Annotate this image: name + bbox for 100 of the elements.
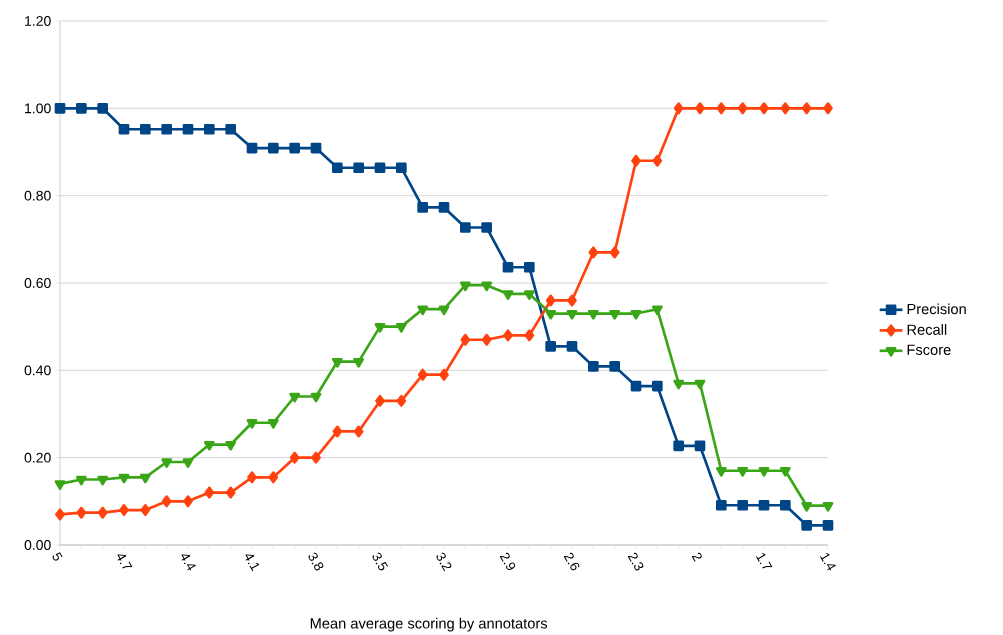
point — [331, 357, 343, 368]
point — [524, 261, 535, 273]
point — [76, 506, 87, 519]
point — [758, 467, 770, 477]
point — [289, 142, 301, 154]
point — [289, 392, 301, 403]
point — [566, 340, 578, 352]
point — [204, 486, 215, 499]
x-tick-label: 2.9 — [499, 552, 516, 571]
point — [182, 458, 194, 469]
point — [609, 246, 620, 259]
legend-label: Fscore — [907, 344, 951, 355]
point — [779, 467, 791, 477]
y-tick-label: 0.80 — [24, 190, 51, 201]
y-tick-label: 1.00 — [25, 103, 51, 114]
point — [737, 467, 749, 477]
point — [715, 499, 727, 511]
point — [759, 102, 769, 115]
point — [673, 379, 685, 390]
point — [545, 309, 557, 320]
point — [118, 123, 130, 135]
point — [267, 419, 279, 429]
point — [97, 506, 108, 519]
point — [395, 322, 407, 333]
point — [353, 425, 364, 438]
point — [289, 451, 300, 464]
point — [481, 222, 493, 233]
point — [97, 475, 109, 486]
point — [737, 102, 748, 115]
x-tick-label: 3.5 — [372, 552, 389, 571]
point — [737, 499, 748, 511]
point — [417, 368, 428, 381]
x-tick-label: 2 — [691, 552, 702, 562]
point — [119, 504, 129, 517]
point — [801, 520, 813, 531]
x-tick-label: 5 — [52, 552, 63, 561]
point — [566, 309, 578, 320]
point — [545, 340, 557, 352]
legend-label: Precision — [907, 303, 966, 315]
point — [246, 142, 258, 154]
point — [183, 495, 193, 508]
point — [182, 123, 194, 135]
point — [140, 123, 151, 135]
point — [503, 329, 513, 342]
point — [695, 102, 705, 115]
point — [439, 368, 449, 381]
point — [75, 475, 87, 486]
x-tick-label: 4.1 — [245, 554, 260, 572]
point — [417, 202, 429, 213]
point — [396, 394, 407, 407]
y-tick-label: 0.60 — [24, 278, 51, 288]
point — [268, 471, 279, 484]
point — [716, 102, 727, 115]
point — [76, 102, 87, 114]
point — [247, 471, 257, 484]
x-tick-label: 2.6 — [563, 552, 580, 571]
legend-label: Recall — [907, 324, 947, 335]
point — [801, 502, 813, 512]
x-tick-label: 2.3 — [627, 552, 644, 571]
point — [651, 305, 663, 316]
point — [651, 380, 663, 392]
point — [460, 333, 471, 346]
point — [780, 102, 791, 115]
point — [246, 419, 258, 429]
point — [332, 425, 343, 438]
point — [609, 309, 621, 320]
point — [161, 458, 173, 469]
point — [396, 162, 407, 174]
point — [609, 361, 621, 372]
point — [417, 305, 429, 316]
point — [630, 380, 642, 392]
y-tick-label: 1.20 — [25, 16, 51, 26]
x-tick-label: 4.4 — [181, 554, 196, 571]
point — [54, 480, 66, 490]
point — [460, 222, 471, 233]
point — [204, 123, 215, 135]
x-tick-label: 4.7 — [117, 554, 133, 569]
point — [822, 520, 834, 531]
y-tick-label: 0.00 — [24, 540, 51, 550]
point — [588, 246, 599, 259]
point — [54, 102, 66, 114]
point — [374, 322, 386, 333]
point — [481, 333, 492, 346]
x-axis-title: Mean average scoring by annotators — [310, 617, 548, 632]
point — [779, 499, 791, 511]
point — [310, 392, 322, 403]
point — [225, 440, 237, 451]
point — [438, 202, 450, 213]
point — [97, 102, 109, 114]
point — [55, 508, 65, 521]
point — [374, 162, 386, 174]
point — [524, 329, 535, 342]
x-tick-label: 3.2 — [436, 552, 452, 572]
point — [353, 162, 365, 174]
x-tick-label: 1.7 — [755, 553, 773, 569]
point — [545, 294, 556, 307]
x-tick-label: 1.4 — [819, 553, 836, 571]
point — [694, 379, 706, 390]
point — [567, 294, 577, 307]
point — [459, 281, 471, 292]
